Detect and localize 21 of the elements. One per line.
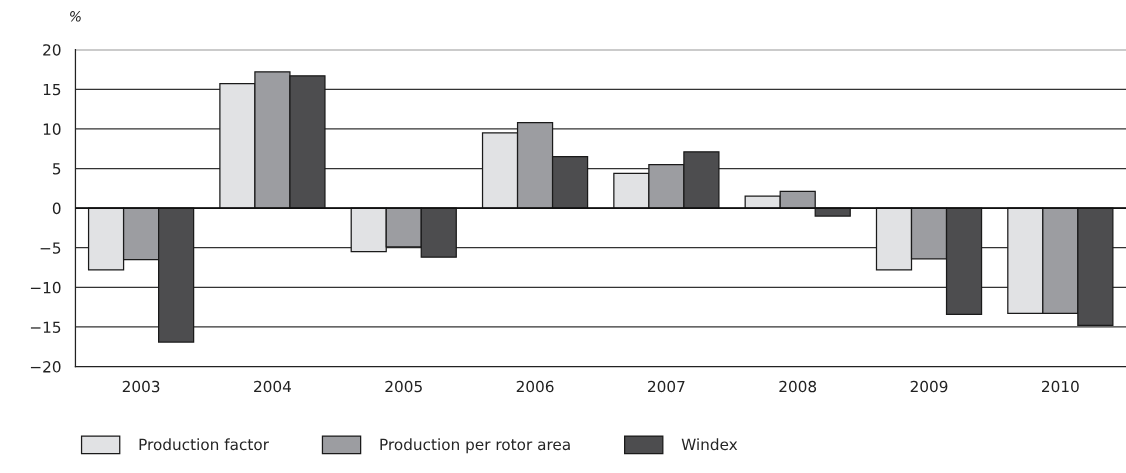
x-tick-label: 2007 [648, 380, 685, 393]
x-tick-label: 2009 [910, 380, 948, 393]
y-tick-label: 0 [52, 202, 61, 215]
y-tick-label: −10 [30, 281, 61, 294]
x-tick-label: 2008 [779, 380, 817, 393]
y-tick-label: 20 [43, 44, 61, 56]
y-axis-title: % [70, 11, 81, 22]
y-tick-label: 5 [53, 163, 61, 175]
legend-label: Windex [681, 438, 738, 451]
y-tick-label: −15 [30, 321, 61, 333]
x-tick-label: 2003 [122, 380, 160, 393]
y-tick-label: 15 [43, 83, 61, 96]
x-tick-label: 2006 [516, 380, 554, 393]
y-tick-label: −5 [40, 242, 61, 254]
x-tick-label: 2005 [385, 380, 422, 393]
legend-label: Production per rotor area [380, 438, 570, 454]
legend-label: Production factor [139, 438, 269, 451]
y-tick-label: 10 [43, 123, 61, 135]
x-tick-label: 2010 [1042, 380, 1079, 393]
y-tick-label: −20 [30, 361, 61, 373]
x-tick-label: 2004 [254, 380, 291, 393]
